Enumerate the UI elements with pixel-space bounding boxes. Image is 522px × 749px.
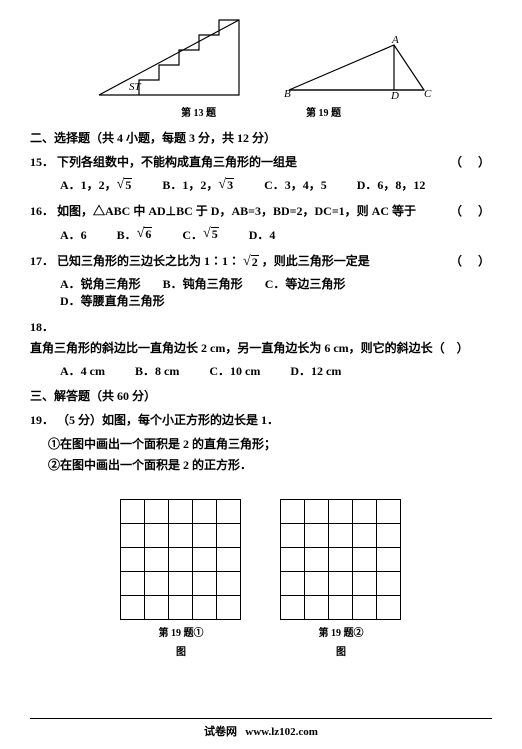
q18-optD: D．12 cm	[290, 362, 341, 379]
fig19-caption: 第 19 题	[306, 104, 341, 119]
q18-optC: C．10 cm	[209, 362, 260, 379]
q16-optC: C． √5	[182, 226, 218, 243]
q17-optB: B．钝角三角形	[163, 275, 243, 292]
q15-num: 15．	[30, 155, 54, 169]
q16-optA: A．6	[60, 226, 87, 243]
footer-url: www.lz102.com	[245, 726, 318, 738]
q18-optA: A．4 cm	[60, 362, 105, 379]
svg-text:B: B	[284, 88, 291, 100]
q16-text: 如图，△ABC 中 AD⊥BC 于 D，AB=3，BD=2，DC=1，则 AC …	[57, 204, 416, 218]
q16: 16． 如图，△ABC 中 AD⊥BC 于 D，AB=3，BD=2，DC=1，则…	[30, 201, 492, 221]
grid-2	[281, 500, 401, 620]
stairs-figure: ST	[89, 10, 249, 100]
q17-num: 17．	[30, 254, 54, 268]
q15-optC: C．3，4，5	[264, 176, 327, 193]
svg-text:C: C	[424, 88, 432, 100]
q17-paren: （ ）	[450, 251, 492, 271]
q15-optA: A．1，2， √5	[60, 176, 132, 193]
footer: 试卷网 www.lz102.com	[30, 718, 492, 739]
q18-optB: B．8 cm	[135, 362, 179, 379]
q17-pre: 已知三角形的三边长之比为 1∶1∶	[57, 254, 240, 268]
q16-paren: （ ）	[450, 201, 492, 221]
q18: 18． 直角三角形的斜边比一直角边长 2 cm，另一直角边长为 6 cm，则它的…	[30, 317, 492, 358]
triangle-figure: A B D C	[284, 35, 434, 100]
q16-optB: B． √6	[117, 226, 153, 243]
q17-post: ，则此三角形一定是	[262, 254, 370, 268]
q17: 17． 已知三角形的三边长之比为 1∶1∶ √2 ，则此三角形一定是 （ ）	[30, 251, 492, 271]
q17-optC: C．等边三角形	[265, 275, 346, 292]
q17-optD: D．等腰直角三角形	[60, 292, 165, 309]
q15-text: 下列各组数中，不能构成直角三角形的一组是	[57, 155, 297, 169]
fig13-caption: 第 13 题	[181, 104, 216, 119]
q17-optA: A．锐角三角形	[60, 275, 141, 292]
q19-s2: ②在图中画出一个面积是 2 的正方形．	[48, 455, 492, 475]
q19-num: 19．	[30, 413, 54, 427]
q18-options: A．4 cm B．8 cm C．10 cm D．12 cm	[60, 362, 492, 379]
q15-optB: B．1，2， √3	[162, 176, 234, 193]
q16-optD: D．4	[249, 226, 276, 243]
grid1-caption-b: 图	[121, 643, 241, 658]
q18-num: 18．	[30, 320, 54, 334]
q16-num: 16．	[30, 204, 54, 218]
footer-label: 试卷网	[204, 726, 237, 738]
svg-text:A: A	[391, 35, 399, 46]
grid-1	[121, 500, 241, 620]
q19-head: （5 分）如图，每个小正方形的边长是 1．	[57, 413, 279, 427]
q15-paren: （ ）	[450, 152, 492, 172]
q16-options: A．6 B． √6 C． √5 D．4	[60, 226, 492, 243]
q15-optD: D．6，8，12	[357, 176, 426, 193]
section3-title: 三、解答题（共 60 分）	[30, 387, 492, 404]
grid2-caption-a: 第 19 题②	[281, 624, 401, 639]
stairs-label: ST	[129, 81, 142, 93]
grid1-caption-a: 第 19 题①	[121, 624, 241, 639]
q19-s1: ①在图中画出一个面积是 2 的直角三角形；	[48, 434, 492, 454]
q15: 15． 下列各组数中，不能构成直角三角形的一组是 （ ）	[30, 152, 492, 172]
q19: 19． （5 分）如图，每个小正方形的边长是 1．	[30, 410, 492, 430]
q15-options: A．1，2， √5 B．1，2， √3 C．3，4，5 D．6，8，12	[60, 176, 492, 193]
svg-text:D: D	[390, 90, 399, 100]
section2-title: 二、选择题（共 4 小题，每题 3 分，共 12 分）	[30, 129, 492, 146]
q18-text: 直角三角形的斜边比一直角边长 2 cm，另一直角边长为 6 cm，则它的斜边长（…	[30, 341, 469, 355]
grid2-caption-b: 图	[281, 643, 401, 658]
q17-options: A．锐角三角形 B．钝角三角形 C．等边三角形 D．等腰直角三角形	[60, 275, 492, 309]
